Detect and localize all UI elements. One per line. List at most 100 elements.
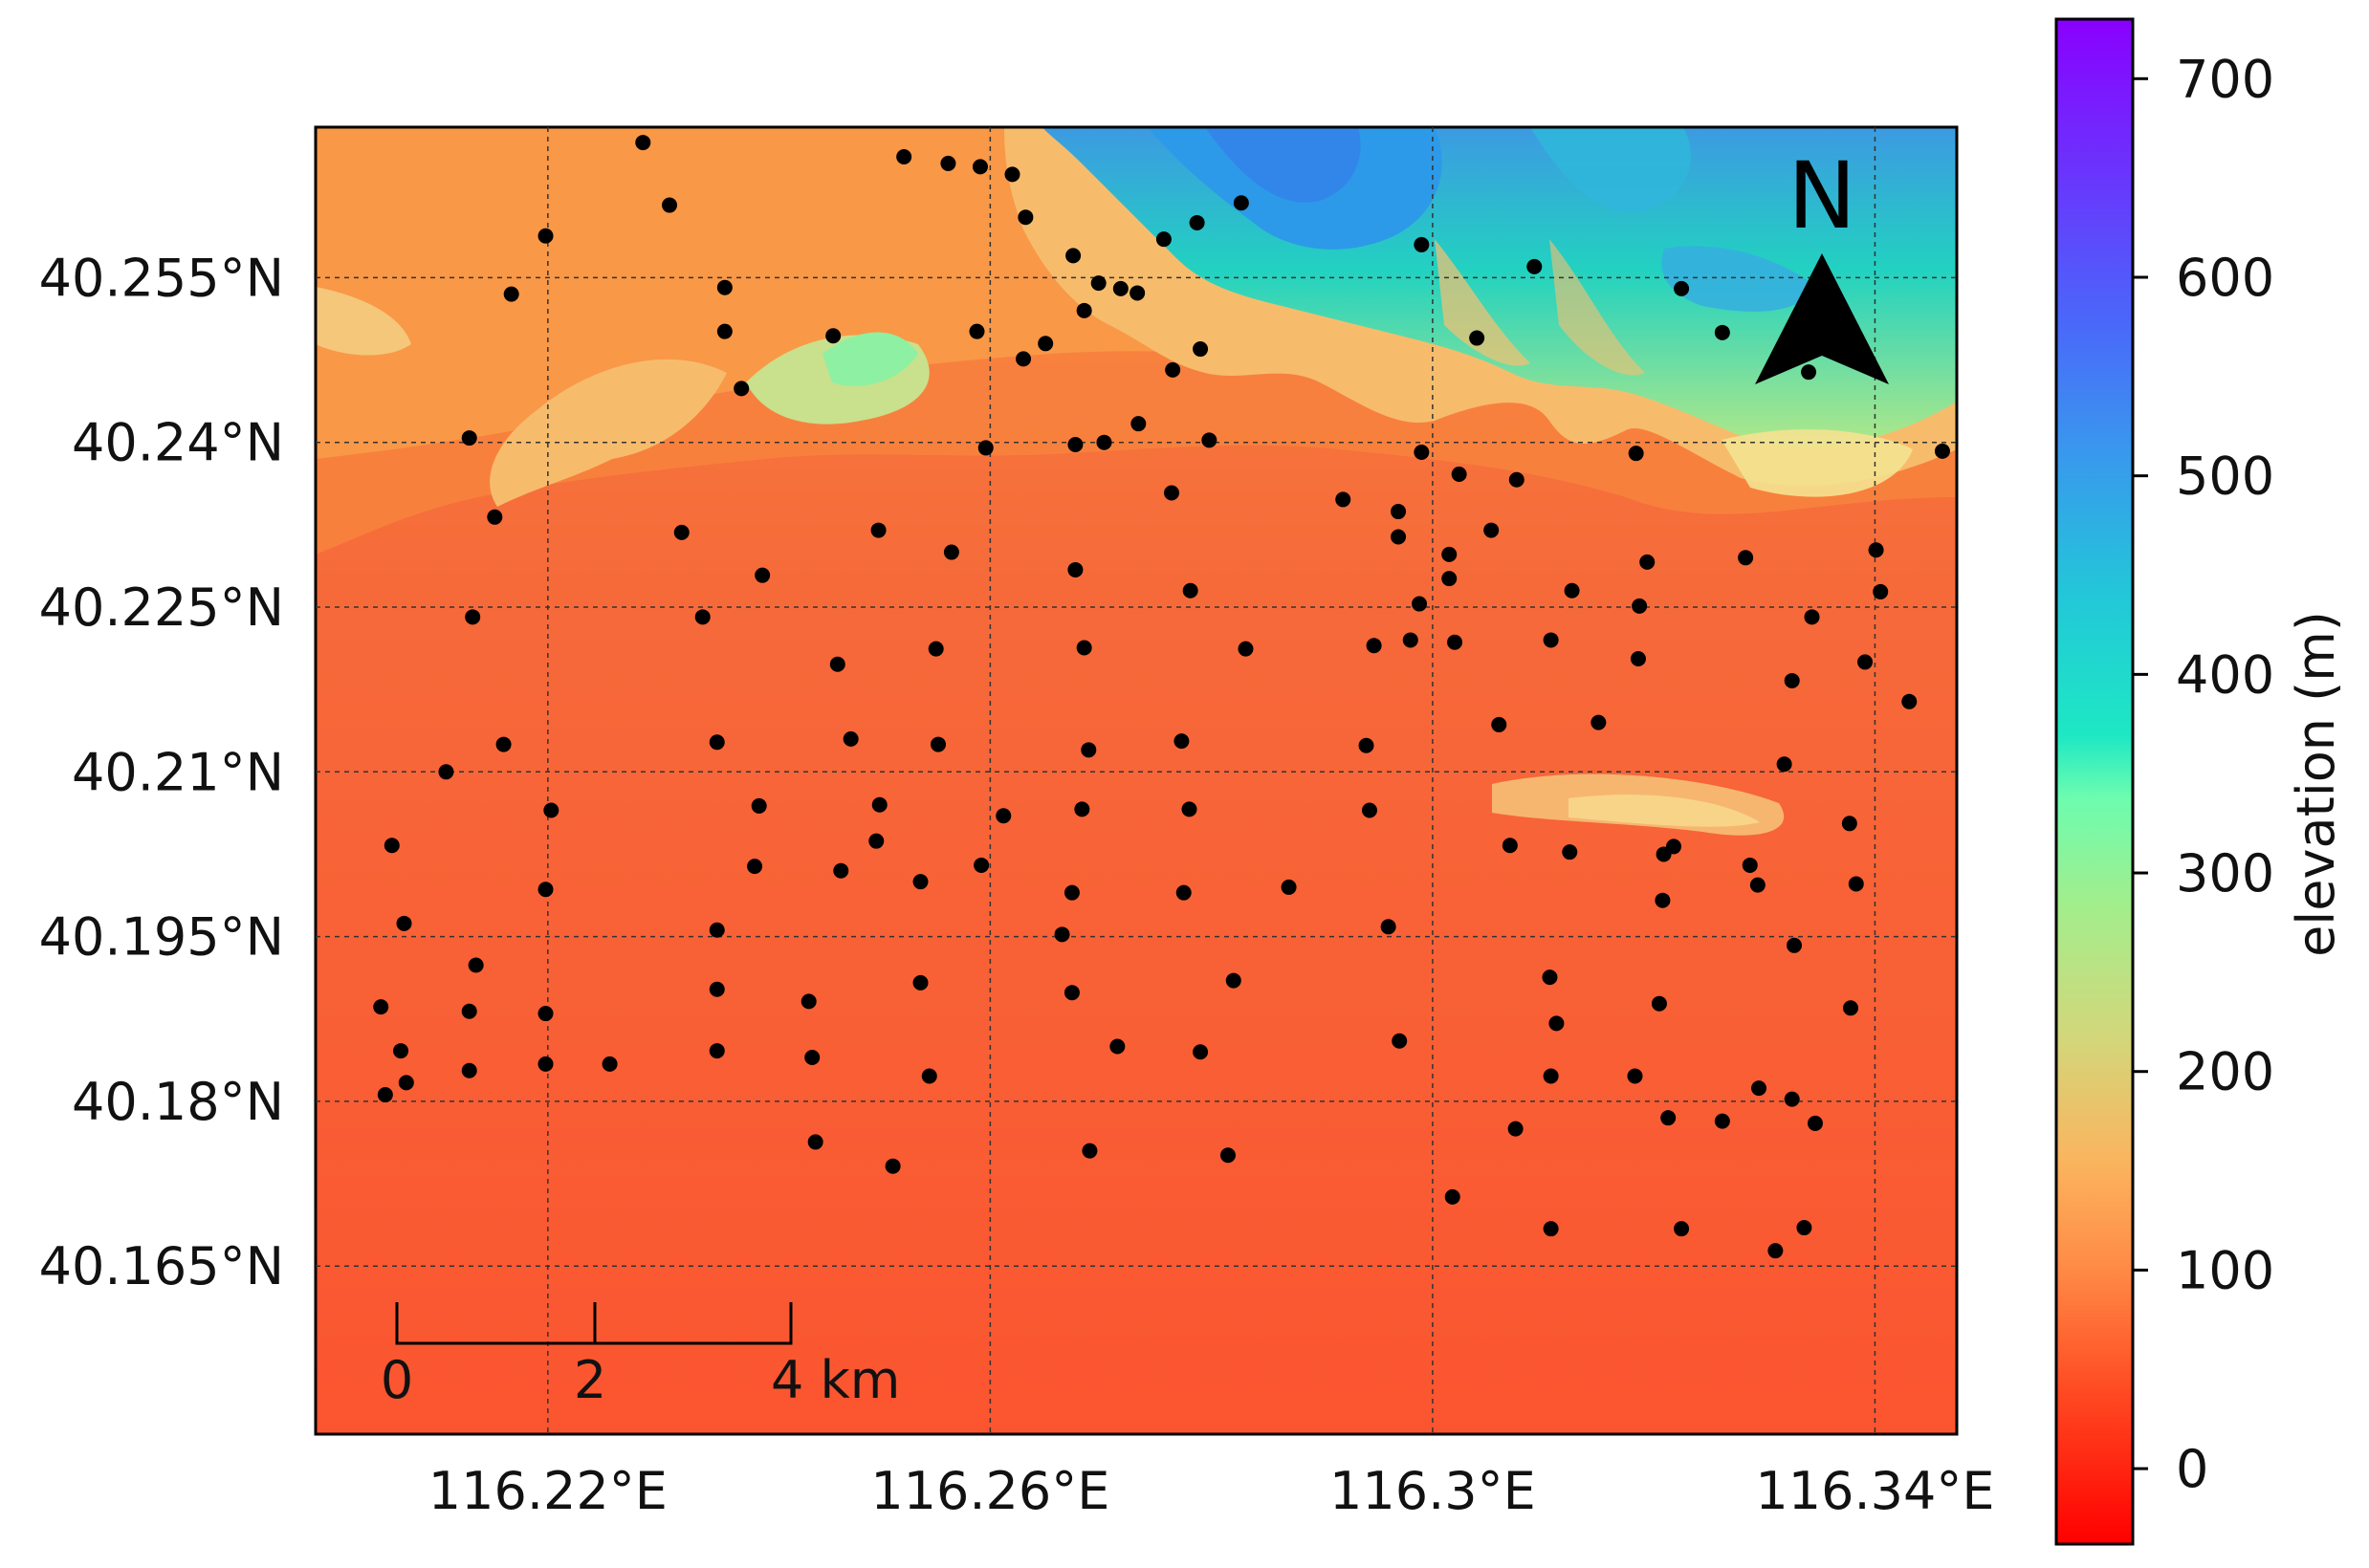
y-tick-label: 40.165°N bbox=[39, 1236, 284, 1296]
scale-bar-tick-2: 2 bbox=[574, 1350, 606, 1410]
site-point bbox=[673, 524, 690, 540]
colorbar-tick-label: 100 bbox=[2176, 1240, 2274, 1300]
north-arrow-icon bbox=[1755, 253, 1889, 384]
site-point bbox=[829, 656, 845, 672]
colorbar-ticks: 0 100 200 300 400 500 600 700 bbox=[2133, 49, 2274, 1499]
site-point bbox=[461, 430, 477, 446]
site-point bbox=[1738, 550, 1754, 566]
site-point bbox=[751, 797, 767, 814]
site-point bbox=[1233, 195, 1249, 211]
site-point bbox=[1483, 522, 1500, 538]
site-point bbox=[537, 882, 554, 898]
site-point bbox=[912, 874, 929, 890]
site-point bbox=[384, 838, 400, 854]
site-point bbox=[1366, 638, 1382, 654]
site-point bbox=[393, 1043, 409, 1059]
colorbar-gradient bbox=[2054, 17, 2135, 1546]
site-point bbox=[1590, 714, 1607, 730]
site-point bbox=[1784, 1091, 1800, 1107]
site-point bbox=[503, 286, 519, 302]
site-point bbox=[1109, 1038, 1126, 1055]
y-tick-label: 40.24°N bbox=[72, 413, 284, 473]
site-point bbox=[461, 1003, 477, 1019]
site-point bbox=[833, 862, 849, 879]
site-point bbox=[1749, 877, 1766, 893]
site-point bbox=[1193, 1044, 1209, 1060]
colorbar-tick-label: 600 bbox=[2176, 248, 2274, 308]
site-point bbox=[465, 609, 481, 625]
site-point bbox=[602, 1056, 618, 1072]
site-point bbox=[1841, 816, 1857, 832]
x-tick-label: 116.26°E bbox=[870, 1461, 1109, 1521]
site-point bbox=[1469, 330, 1485, 346]
site-point bbox=[461, 1062, 477, 1078]
site-point bbox=[921, 1068, 937, 1084]
colorbar: 0 100 200 300 400 500 600 700 elevation (m) bbox=[2054, 17, 2346, 1546]
site-point bbox=[1714, 324, 1730, 340]
site-point bbox=[868, 833, 885, 849]
site-point bbox=[537, 228, 554, 244]
site-point bbox=[1065, 248, 1082, 264]
site-point bbox=[1868, 542, 1884, 558]
north-arrow-label: N bbox=[1788, 142, 1856, 250]
site-point bbox=[1182, 582, 1198, 599]
site-point bbox=[1842, 1000, 1858, 1016]
site-point bbox=[1414, 236, 1430, 252]
site-point bbox=[1441, 546, 1458, 562]
site-point bbox=[1054, 926, 1070, 943]
site-point bbox=[1004, 166, 1020, 183]
site-point bbox=[635, 135, 651, 151]
site-point bbox=[495, 736, 512, 752]
site-point bbox=[1562, 844, 1578, 860]
site-point bbox=[996, 808, 1012, 824]
site-point bbox=[1447, 634, 1463, 650]
site-point bbox=[1901, 693, 1918, 709]
site-point bbox=[1193, 341, 1209, 358]
site-point bbox=[1639, 554, 1656, 570]
site-point bbox=[543, 802, 559, 818]
site-point bbox=[1076, 302, 1092, 318]
site-point bbox=[1130, 416, 1147, 432]
site-point bbox=[931, 736, 947, 752]
site-point bbox=[1412, 596, 1428, 612]
colorbar-tick-label: 0 bbox=[2176, 1439, 2208, 1499]
site-point bbox=[825, 328, 842, 344]
site-point bbox=[438, 764, 454, 780]
site-point bbox=[870, 522, 887, 538]
site-point bbox=[1767, 1243, 1784, 1259]
site-point bbox=[977, 440, 994, 456]
site-point bbox=[1016, 351, 1032, 367]
north-arrow: N bbox=[1755, 142, 1889, 384]
site-point bbox=[912, 974, 929, 991]
site-point bbox=[1225, 972, 1241, 989]
colorbar-tick-label: 400 bbox=[2176, 644, 2274, 705]
site-point bbox=[1402, 632, 1418, 648]
y-tick-label: 40.255°N bbox=[39, 248, 284, 308]
site-point bbox=[709, 922, 725, 938]
site-point bbox=[709, 1043, 725, 1059]
site-point bbox=[1441, 571, 1458, 587]
site-point bbox=[1165, 361, 1181, 378]
site-point bbox=[1096, 434, 1112, 450]
site-point bbox=[1067, 561, 1084, 577]
site-point bbox=[1391, 504, 1407, 520]
site-point bbox=[1219, 1147, 1236, 1164]
site-point bbox=[804, 1049, 821, 1065]
colorbar-tick-label: 200 bbox=[2176, 1042, 2274, 1102]
site-point bbox=[1174, 733, 1190, 750]
site-point bbox=[896, 149, 912, 165]
site-point bbox=[1391, 529, 1407, 545]
site-point bbox=[943, 544, 959, 560]
site-point bbox=[537, 1006, 554, 1022]
site-point bbox=[807, 1134, 823, 1150]
site-point bbox=[1164, 485, 1180, 501]
scale-bar: 0 2 4 km bbox=[381, 1302, 900, 1410]
site-point bbox=[1281, 879, 1297, 895]
site-point bbox=[1542, 969, 1558, 986]
site-point bbox=[1796, 1220, 1812, 1236]
site-point bbox=[694, 609, 711, 625]
site-point bbox=[1873, 583, 1889, 599]
site-point bbox=[1526, 258, 1543, 274]
sampling-sites bbox=[373, 135, 1950, 1259]
x-tick-label: 116.34°E bbox=[1755, 1461, 1994, 1521]
